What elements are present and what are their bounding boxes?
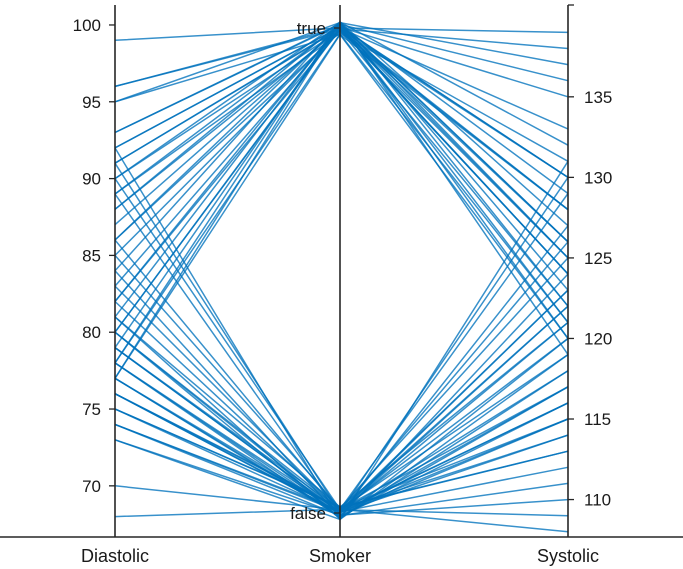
tick-label: 120	[584, 329, 612, 348]
tick-label: 85	[82, 246, 101, 265]
observation-line	[114, 393, 569, 514]
category-label: true	[297, 19, 326, 38]
observation-line	[114, 321, 569, 513]
tick-label: 135	[584, 88, 612, 107]
observation-line	[114, 26, 569, 149]
tick-label: 100	[73, 16, 101, 35]
observation-line	[114, 22, 569, 349]
axis-label-diastolic: Diastolic	[81, 546, 149, 566]
observation-lines	[114, 20, 569, 533]
tick-label: 130	[584, 168, 612, 187]
axis-label-systolic: Systolic	[537, 546, 599, 566]
tick-label: 125	[584, 249, 612, 268]
observation-line	[114, 254, 569, 510]
category-label: false	[290, 504, 326, 523]
tick-label: 115	[584, 410, 611, 429]
tick-label: 90	[82, 170, 101, 189]
observation-line	[114, 33, 569, 379]
tick-label: 75	[82, 400, 101, 419]
observation-line	[114, 32, 569, 195]
axes: 70 75 80 85 90 95 100 Diastolic false true Smoker 1…	[0, 4, 683, 566]
observation-line	[114, 162, 569, 514]
tick-label: 80	[82, 323, 101, 342]
observation-line	[114, 285, 569, 512]
observation-line	[114, 32, 569, 364]
tick-label: 70	[82, 477, 101, 496]
observation-line	[114, 22, 569, 318]
tick-label: 110	[584, 491, 611, 510]
observation-line	[114, 331, 569, 514]
axis-label-smoker: Smoker	[309, 546, 371, 566]
observation-line	[114, 28, 569, 210]
tick-label: 95	[82, 93, 101, 112]
